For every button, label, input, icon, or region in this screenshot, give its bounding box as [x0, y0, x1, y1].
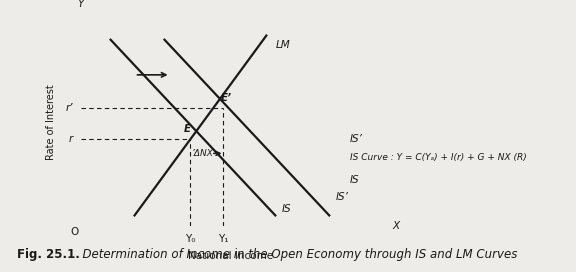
Text: r’: r’ [66, 103, 73, 113]
Text: National Income: National Income [188, 251, 273, 261]
Text: Y₀: Y₀ [185, 234, 195, 244]
Text: E’: E’ [221, 93, 232, 103]
Text: IS: IS [281, 204, 291, 214]
Text: LM: LM [275, 40, 290, 50]
Text: E: E [183, 124, 191, 134]
Text: O: O [70, 227, 79, 237]
Text: IS: IS [350, 175, 360, 185]
Text: ’ΔNX: ’ΔNX [191, 149, 213, 158]
Text: Rate of Interest: Rate of Interest [46, 85, 56, 160]
Text: IS’: IS’ [335, 192, 348, 202]
Text: IS Curve : Y = C(Yₐ) + I(r) + G + NX (R): IS Curve : Y = C(Yₐ) + I(r) + G + NX (R) [350, 153, 527, 162]
Text: X: X [392, 221, 399, 231]
Text: Fig. 25.1.: Fig. 25.1. [17, 248, 80, 261]
Text: IS’: IS’ [350, 134, 363, 144]
Text: Y₁: Y₁ [218, 234, 228, 244]
Text: Y: Y [77, 0, 84, 9]
Text: r: r [69, 134, 73, 144]
Text: Determination of Income in the Open Economy through IS and LM Curves: Determination of Income in the Open Econ… [75, 248, 517, 261]
